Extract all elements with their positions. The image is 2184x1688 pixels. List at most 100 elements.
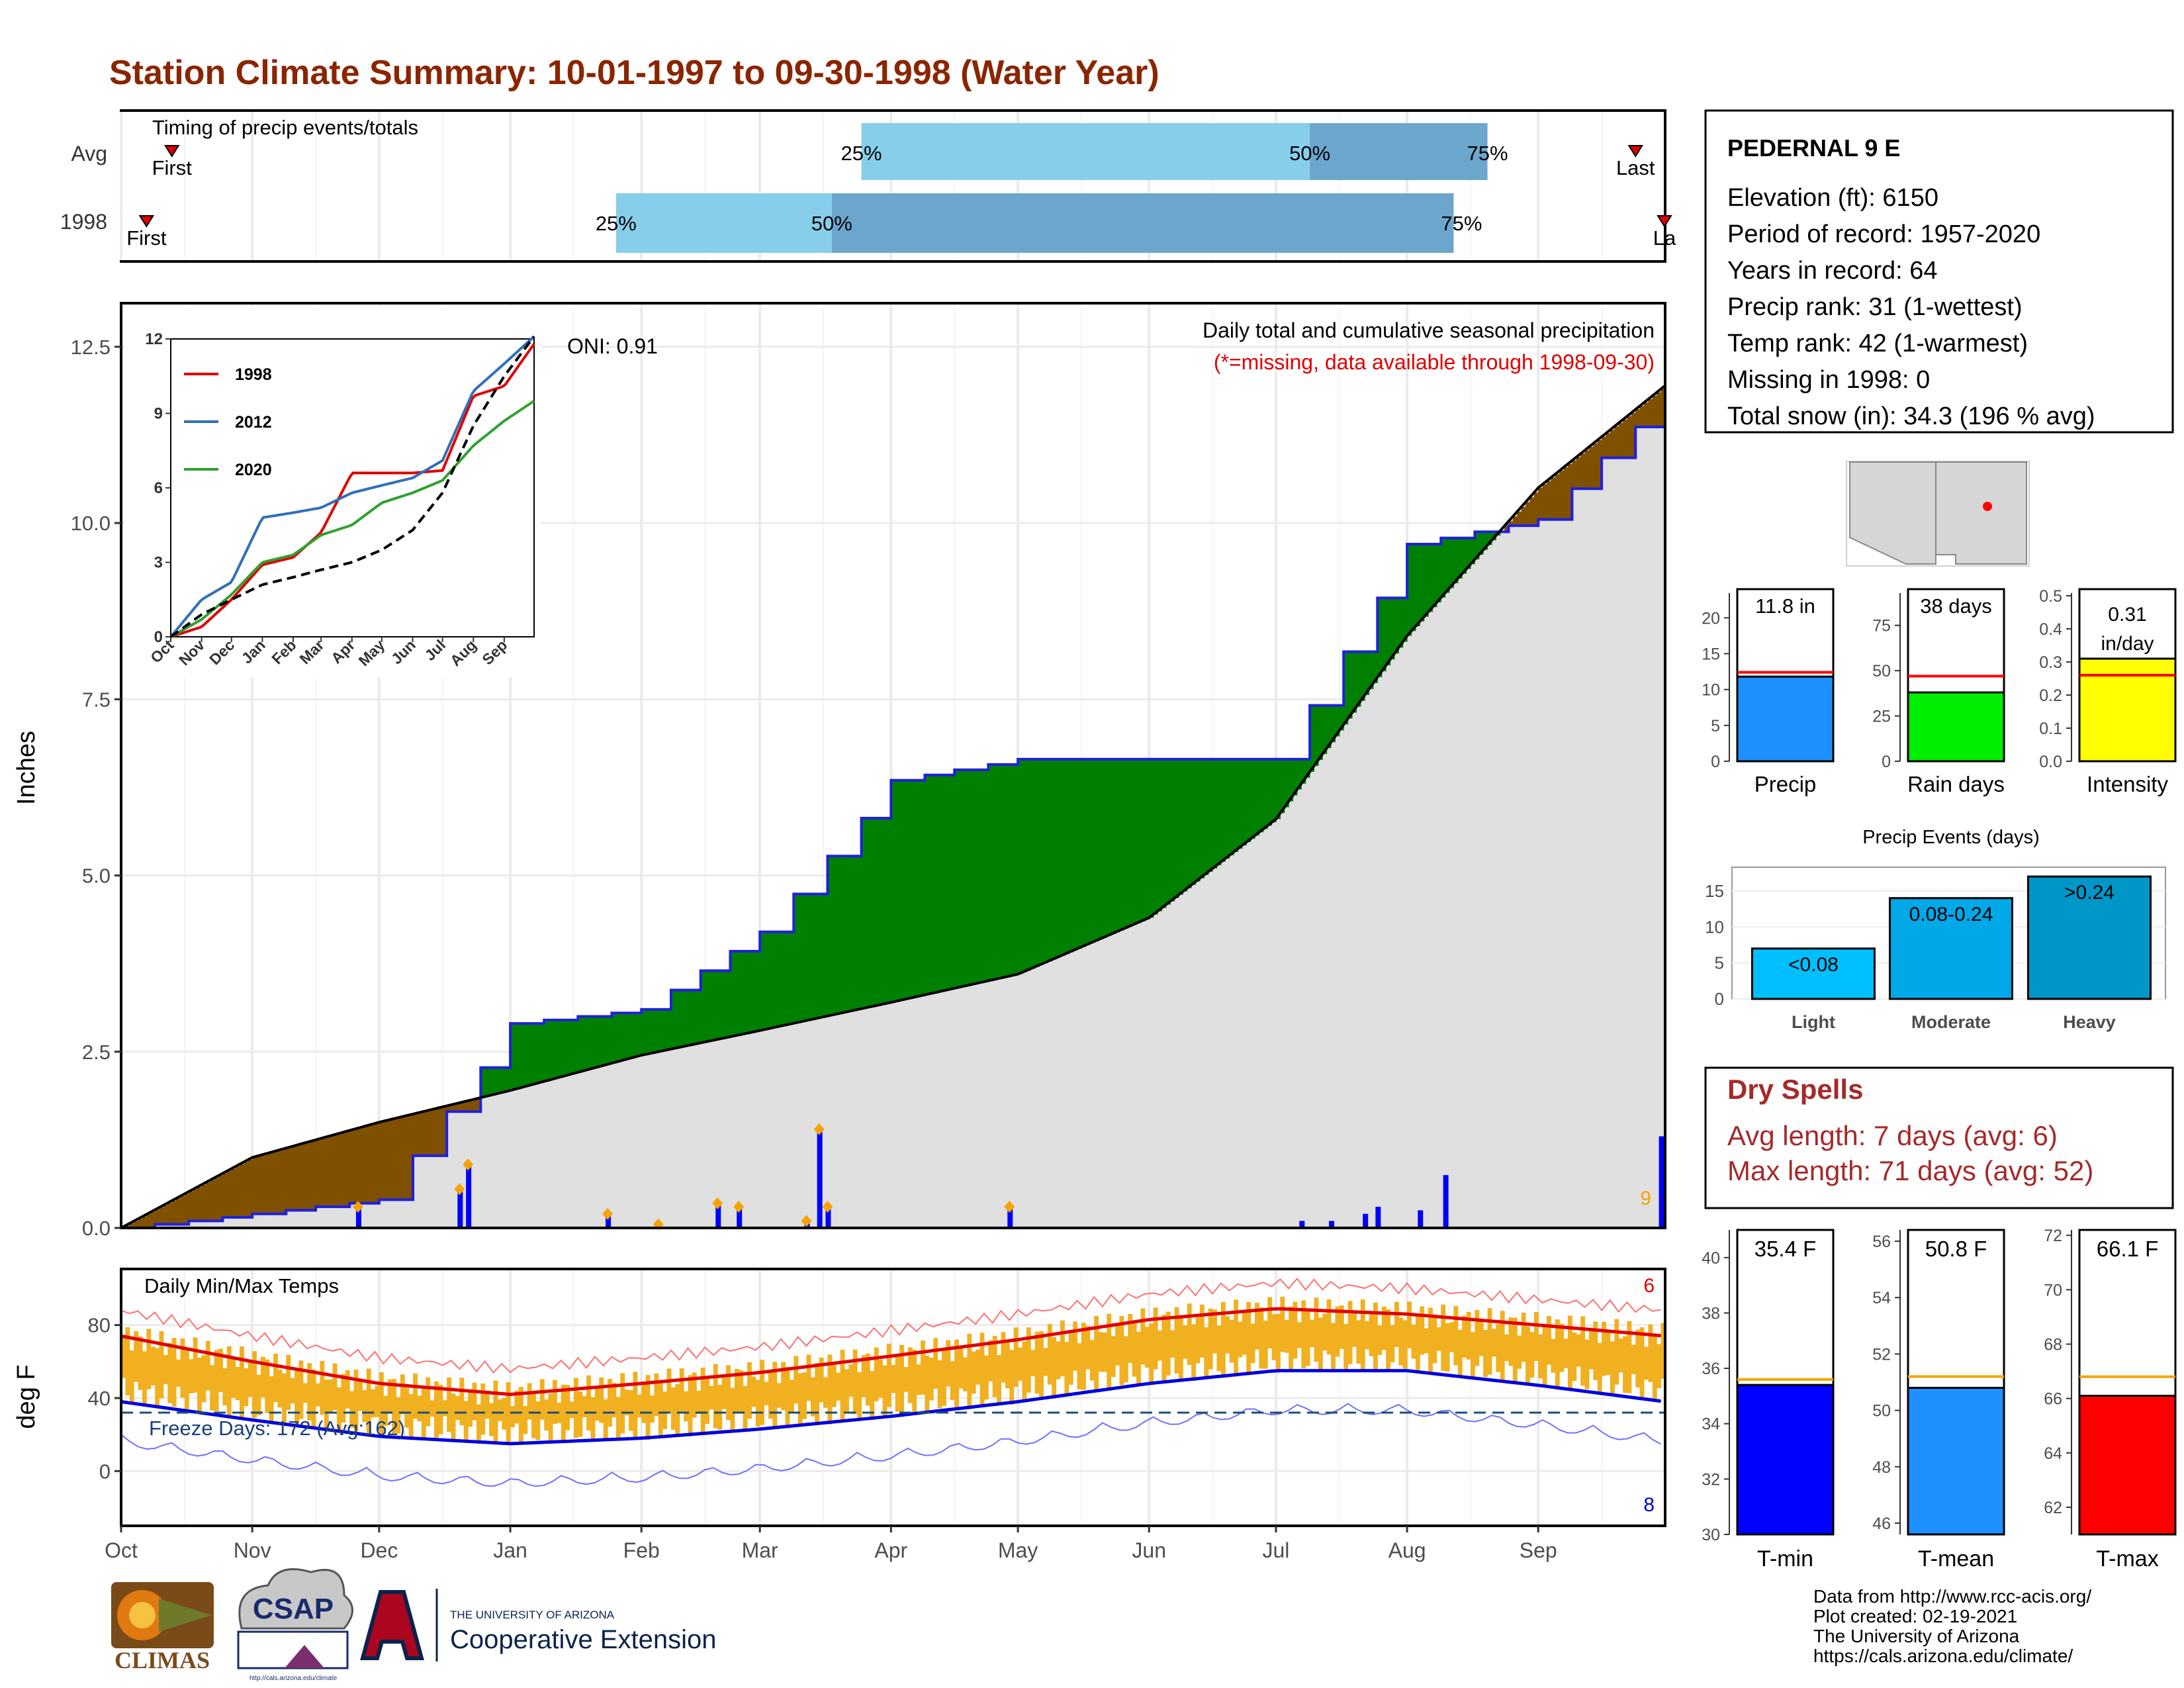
- precip-departure-day-45: [311, 1141, 316, 1211]
- daily-temp-bar-201: [971, 1351, 976, 1394]
- temp-summary-label-0: T-min: [1757, 1546, 1813, 1571]
- precip-departure-day-267: [1250, 759, 1255, 839]
- temp-summary-tick-label-2-3: 68: [2044, 1336, 2062, 1354]
- daily-temp-bar-253: [1191, 1324, 1197, 1382]
- events-tick-label-0: 0: [1715, 989, 1724, 1009]
- precip-departure-day-303: [1402, 598, 1408, 642]
- precip-departure-day-81: [463, 1102, 469, 1112]
- precip-departure-day-360: [1644, 402, 1649, 428]
- precip-departure-day-9: [159, 1207, 164, 1225]
- precip-departure-day-242: [1144, 759, 1150, 920]
- daily-temp-bar-109: [582, 1395, 587, 1418]
- oni-label: ONI: 0.91: [567, 334, 658, 358]
- precip-departure-day-338: [1551, 477, 1556, 520]
- daily-temp-bar-251: [1183, 1325, 1188, 1359]
- inset-ytick-label-0: 0: [154, 628, 163, 646]
- precip-departure-day-113: [599, 1016, 604, 1067]
- temp-summary-value-bar-2: [2078, 1395, 2177, 1536]
- daily-precip-bar-3: [606, 1213, 612, 1228]
- daily-temp-bar-54: [349, 1391, 355, 1428]
- daily-temp-bar-72: [426, 1377, 431, 1427]
- precip-departure-day-156: [781, 931, 786, 1026]
- precip-departure-day-148: [747, 951, 752, 1033]
- daily-temp-bar-175: [861, 1355, 866, 1397]
- daily-temp-bar-69: [413, 1373, 418, 1419]
- month-tick-label-1: Nov: [234, 1538, 271, 1562]
- daily-temp-bar-286: [1331, 1323, 1336, 1373]
- daily-temp-bar-207: [997, 1354, 1001, 1404]
- precip-departure-day-284: [1322, 705, 1328, 755]
- daily-temp-bar-187: [912, 1349, 917, 1415]
- daily-temp-bar-291: [1352, 1313, 1357, 1347]
- precip-departure-day-41: [295, 1145, 300, 1211]
- month-tick-label-9: Jul: [1263, 1538, 1290, 1562]
- daily-temp-bar-332: [1525, 1326, 1530, 1383]
- daily-temp-bar-351: [1606, 1329, 1611, 1376]
- daily-temp-bar-193: [937, 1360, 942, 1409]
- timing-first-label-row-1: First: [126, 226, 167, 250]
- daily-temp-bar-295: [1369, 1313, 1374, 1356]
- inset-series-line-2: [170, 400, 535, 638]
- precip-departure-day-52: [341, 1133, 346, 1207]
- daily-temp-bar-210: [1009, 1350, 1015, 1405]
- daily-precip-bar-1: [457, 1189, 463, 1228]
- temp-ytick-label-2: 80: [88, 1314, 111, 1337]
- daily-temp-bar-137: [700, 1368, 705, 1434]
- summary-tick-label-0-0: 0: [1711, 753, 1720, 771]
- daily-temp-bar-71: [421, 1387, 426, 1440]
- precip-departure-day-133: [684, 990, 689, 1047]
- daily-temp-bar-307: [1420, 1306, 1425, 1355]
- daily-temp-bar-271: [1267, 1297, 1273, 1349]
- daily-temp-bar-183: [895, 1356, 900, 1412]
- daily-temp-bar-169: [836, 1372, 841, 1401]
- precip-departure-day-225: [1073, 759, 1078, 951]
- events-bar-range-0: <0.08: [1788, 954, 1839, 976]
- precip-departure-day-213: [1022, 759, 1027, 972]
- precip-departure-day-104: [561, 1019, 566, 1077]
- daily-temp-bar-46: [316, 1383, 320, 1407]
- daily-temp-bar-44: [307, 1363, 312, 1421]
- daily-temp-bar-133: [684, 1391, 688, 1422]
- summary-value-text-1: 38 days: [1920, 594, 1992, 618]
- precip-departure-day-289: [1343, 651, 1349, 725]
- inset-legend-label-0: 1998: [235, 365, 272, 384]
- precip-departure-day-230: [1094, 759, 1099, 942]
- precip-departure-day-118: [620, 1013, 625, 1061]
- daily-temp-bar-352: [1610, 1341, 1615, 1396]
- station-location-dot: [1983, 502, 1992, 511]
- precip-departure-day-39: [286, 1148, 291, 1211]
- daily-temp-bar-7: [150, 1346, 156, 1385]
- daily-temp-bar-52: [341, 1374, 346, 1423]
- timing-bar-25-50-row-1: [615, 193, 832, 253]
- precip-departure-day-252: [1187, 759, 1192, 888]
- precip-departure-day-38: [281, 1149, 287, 1214]
- record-min-envelope: [120, 1403, 1662, 1487]
- daily-temp-bar-36: [273, 1354, 278, 1403]
- credit-url: https://cals.arizona.edu/climate/: [1813, 1646, 2073, 1666]
- daily-temp-bar-323: [1487, 1308, 1492, 1375]
- precip-departure-day-344: [1576, 457, 1581, 489]
- precip-departure-day-182: [891, 780, 896, 1003]
- timing-last-label-row-0: Last: [1616, 156, 1655, 179]
- daily-temp-bar-60: [375, 1385, 380, 1417]
- daily-temp-bar-348: [1593, 1321, 1598, 1380]
- precip-departure-day-257: [1208, 759, 1213, 872]
- daily-temp-bar-94: [518, 1387, 523, 1444]
- precip-departure-day-88: [493, 1067, 498, 1095]
- daily-temp-bar-4: [138, 1336, 143, 1390]
- daily-temp-bar-202: [976, 1349, 981, 1385]
- daily-temp-bar-363: [1657, 1344, 1662, 1388]
- daily-temp-bar-350: [1602, 1321, 1607, 1376]
- precip-panel-frame: [120, 302, 1666, 1229]
- daily-temp-bar-226: [1077, 1343, 1082, 1389]
- station-years: Years in record: 64: [1727, 257, 1938, 285]
- daily-temp-bar-314: [1449, 1322, 1454, 1352]
- precip-departure-day-11: [167, 1203, 173, 1225]
- precip-departure-day-194: [942, 774, 946, 992]
- daily-temp-bar-96: [527, 1383, 532, 1420]
- daily-temp-bar-329: [1512, 1317, 1518, 1385]
- daily-temp-bar-87: [489, 1403, 494, 1436]
- daily-temp-bar-191: [929, 1357, 934, 1401]
- precip-departure-day-103: [557, 1019, 562, 1078]
- daily-temp-bar-237: [1123, 1336, 1128, 1383]
